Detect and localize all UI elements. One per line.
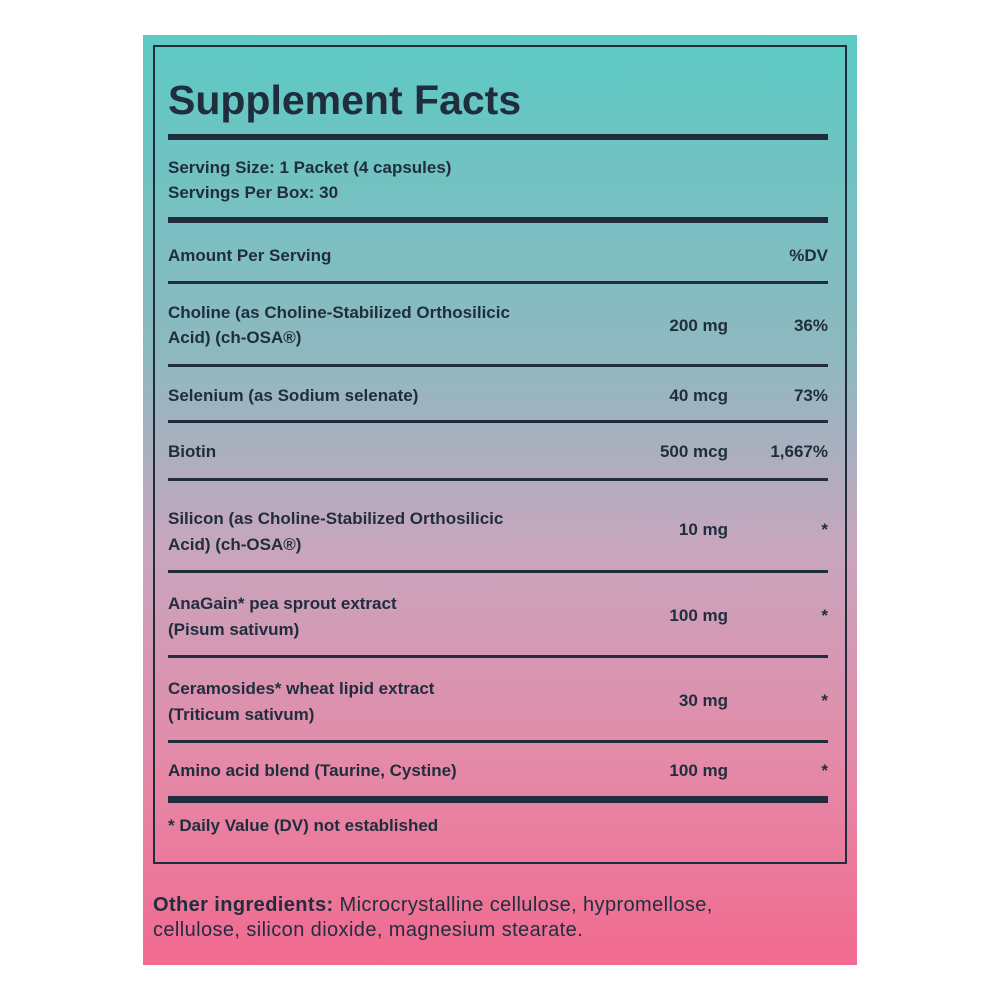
daily-value: * <box>821 606 828 625</box>
nutrient-name: (Triticum sativum) <box>168 705 315 724</box>
rule <box>168 420 828 423</box>
nutrient-name: Acid) (ch-OSA®) <box>168 328 302 347</box>
nutrient-name: Acid) (ch-OSA®) <box>168 535 302 554</box>
label-panel <box>143 35 857 965</box>
title: Supplement Facts <box>168 77 522 123</box>
other-label: Other ingredients: <box>153 894 334 916</box>
rule <box>168 796 828 803</box>
servings-per-box: Servings Per Box: 30 <box>168 183 339 202</box>
nutrient-name: (Pisum sativum) <box>168 620 300 639</box>
nutrient-name: Selenium (as Sodium selenate) <box>168 386 419 405</box>
amount: 200 mg <box>669 316 728 335</box>
daily-value: 1,667% <box>770 442 828 461</box>
rule <box>168 478 828 481</box>
amount: 100 mg <box>669 761 728 780</box>
amount: 10 mg <box>678 520 728 539</box>
daily-value: * <box>821 691 828 710</box>
rule <box>168 740 828 743</box>
rule <box>168 655 828 658</box>
daily-value: 36% <box>793 316 828 335</box>
other-ingredients-line: Other ingredients: Microcrystalline cell… <box>153 892 713 918</box>
facts-box <box>153 45 847 864</box>
amount: 500 mcg <box>659 442 728 461</box>
serving-size: Serving Size: 1 Packet (4 capsules) <box>168 158 452 177</box>
footnote: * Daily Value (DV) not established <box>168 816 439 835</box>
amount: 100 mg <box>669 606 728 625</box>
rule <box>168 217 828 223</box>
daily-value: 73% <box>793 386 828 405</box>
nutrient-name: Ceramosides* wheat lipid extract <box>168 679 435 698</box>
rule <box>168 570 828 573</box>
daily-value: * <box>821 520 828 539</box>
daily-value: * <box>821 761 828 780</box>
nutrient-name: AnaGain* pea sprout extract <box>168 594 397 613</box>
rule <box>168 364 828 367</box>
nutrient-name: Amino acid blend (Taurine, Cystine) <box>168 761 457 780</box>
rule <box>168 281 828 284</box>
header-amount: Amount Per Serving <box>168 246 332 265</box>
nutrient-name: Silicon (as Choline-Stabilized Orthosili… <box>168 509 504 528</box>
header-dv: %DV <box>789 246 828 265</box>
nutrient-name: Choline (as Choline-Stabilized Orthosili… <box>168 303 510 322</box>
nutrient-name: Biotin <box>168 442 217 461</box>
other-text: Microcrystalline cellulose, hypromellose… <box>339 894 713 916</box>
rule <box>168 134 828 140</box>
other-ingredients-line: cellulose, silicon dioxide, magnesium st… <box>153 917 583 943</box>
amount: 40 mcg <box>669 386 728 405</box>
other-text: cellulose, silicon dioxide, magnesium st… <box>153 919 584 941</box>
amount: 30 mg <box>678 691 728 710</box>
